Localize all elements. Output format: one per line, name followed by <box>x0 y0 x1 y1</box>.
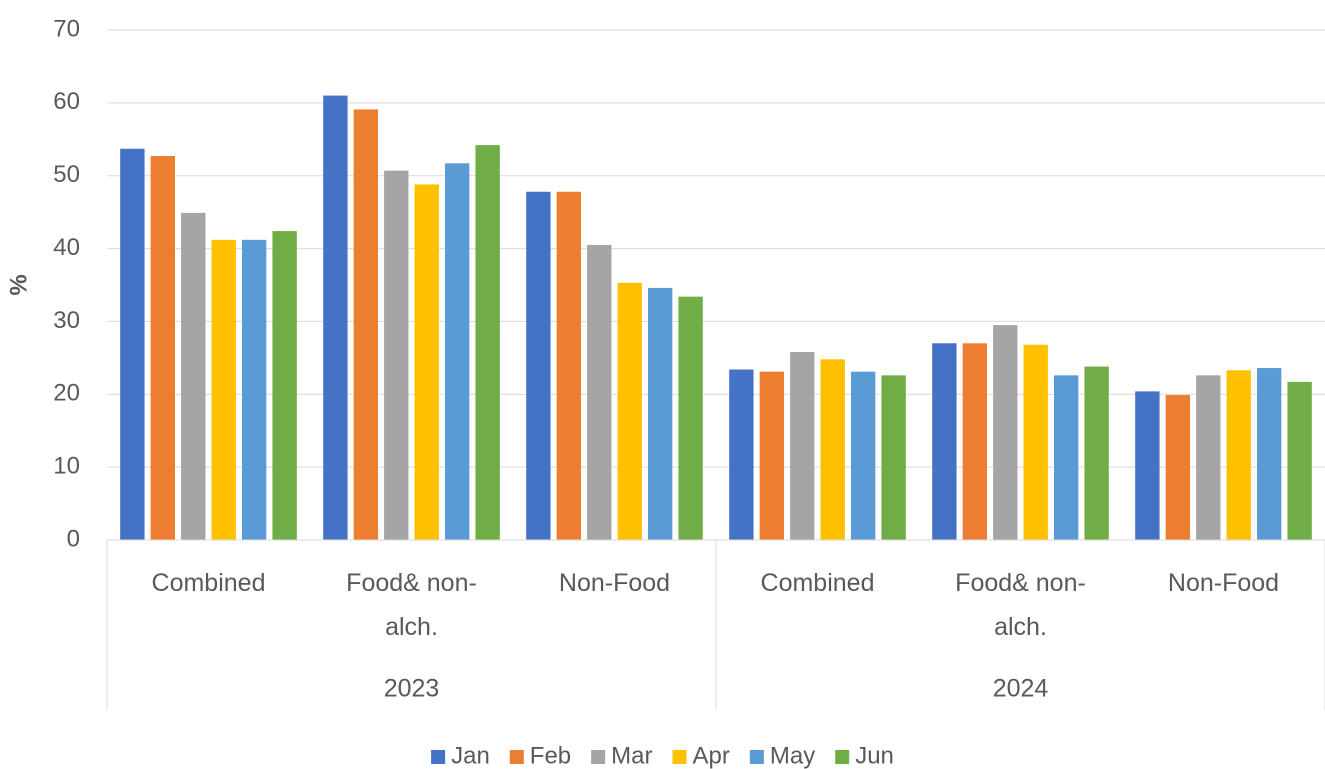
bar <box>150 156 176 541</box>
bar <box>1256 368 1282 540</box>
y-tick-label: 10 <box>53 452 80 479</box>
bar <box>993 325 1018 540</box>
bar <box>444 163 470 541</box>
bar <box>211 239 236 541</box>
y-tick-label: 0 <box>67 525 80 552</box>
y-tick-label: 40 <box>53 234 80 261</box>
legend-label: May <box>770 742 815 769</box>
bar <box>384 170 409 540</box>
bar <box>962 343 988 540</box>
legend-swatch <box>672 750 687 764</box>
bar <box>323 95 348 541</box>
x-tick-label: Combined <box>760 569 875 597</box>
legend-swatch <box>509 750 524 764</box>
y-tick-label: 20 <box>53 380 80 407</box>
bar <box>850 371 876 540</box>
bar <box>353 109 379 541</box>
legend-label: Feb <box>530 742 571 769</box>
y-tick-label: 50 <box>53 161 80 188</box>
bar <box>1196 375 1221 540</box>
bar <box>1023 344 1048 540</box>
legend-label: Jun <box>855 742 894 769</box>
bar <box>647 287 673 540</box>
y-tick-label: 30 <box>53 307 80 334</box>
bar <box>120 148 145 540</box>
y-tick-label: 70 <box>53 15 80 42</box>
bar <box>1165 395 1191 540</box>
bar <box>820 359 845 540</box>
group-label: 2024 <box>993 675 1049 703</box>
bar <box>881 375 906 540</box>
bar <box>678 296 703 540</box>
x-tick-label: Food& non-alch. <box>955 569 1086 641</box>
bar <box>1135 391 1160 540</box>
bar <box>1287 381 1312 540</box>
bar <box>272 231 297 541</box>
x-tick-label: Combined <box>151 569 266 597</box>
x-tick-label: Non-Food <box>558 569 671 597</box>
y-axis-label: % <box>5 274 32 295</box>
bar <box>241 239 267 541</box>
legend-swatch <box>835 750 850 764</box>
bar <box>526 191 551 540</box>
bar <box>617 282 642 540</box>
bar <box>181 212 206 540</box>
bar <box>1226 370 1251 540</box>
bar <box>932 343 957 540</box>
bar <box>1084 366 1109 540</box>
y-tick-label: 60 <box>53 88 80 115</box>
legend-label: Mar <box>611 742 652 769</box>
x-tick-label: Non-Food <box>1167 569 1280 597</box>
bar <box>790 352 815 540</box>
legend-label: Jan <box>451 742 490 769</box>
bar <box>729 369 754 540</box>
bar <box>414 184 439 540</box>
bar <box>1053 375 1079 540</box>
bar <box>759 371 785 540</box>
bar <box>556 191 582 540</box>
legend-swatch <box>591 750 606 764</box>
legend-swatch <box>749 750 764 764</box>
x-tick-label: Food& non-alch. <box>346 569 477 641</box>
bar <box>475 145 500 540</box>
bar <box>587 244 612 540</box>
group-label: 2023 <box>384 675 440 703</box>
legend-swatch <box>431 750 446 764</box>
legend-label: Apr <box>693 742 730 769</box>
